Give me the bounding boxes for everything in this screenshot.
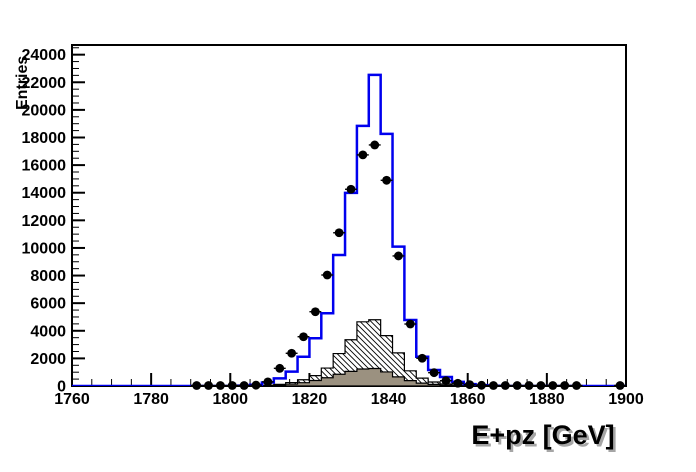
data-point-marker <box>204 381 213 390</box>
data-point-marker <box>441 376 451 386</box>
y-axis-title: Entries <box>14 56 31 110</box>
data-point-marker <box>405 319 415 329</box>
x-tick-label: 1780 <box>133 391 169 408</box>
y-tick-label: 20000 <box>22 102 67 119</box>
y-tick-label: 0 <box>57 379 66 396</box>
data-point-marker <box>500 381 510 390</box>
data-points <box>190 140 626 390</box>
data-point-marker <box>251 380 261 390</box>
y-tick-label: 24000 <box>22 47 67 64</box>
data-point-marker <box>310 307 320 317</box>
axes: 1760 1780 1800 1820 1840 1860 1880 1900 0 2000 400… <box>22 47 644 408</box>
data-point-marker <box>227 381 237 390</box>
x-tick-label: 1840 <box>371 391 407 408</box>
data-point-marker <box>346 184 356 194</box>
data-point-marker <box>382 175 391 185</box>
data-point-marker <box>453 378 463 388</box>
mc-total-step-histogram <box>72 73 626 386</box>
x-tick-label: 1860 <box>450 391 486 408</box>
data-point-marker <box>358 150 368 160</box>
data-point-marker <box>215 381 225 390</box>
data-point-marker <box>548 381 558 390</box>
data-point-marker <box>192 381 202 390</box>
data-point-marker <box>287 348 297 358</box>
data-point-marker <box>417 353 427 363</box>
y-tick-label: 6000 <box>30 296 66 313</box>
x-tick-label: 1760 <box>54 391 90 408</box>
data-point-marker <box>524 381 534 390</box>
y-tick-label: 2000 <box>30 351 66 368</box>
y-tick-label: 4000 <box>30 323 66 340</box>
data-point-marker <box>299 332 308 342</box>
data-point-marker <box>615 381 625 390</box>
data-point-marker <box>477 380 486 390</box>
data-point-marker <box>572 381 581 390</box>
data-point-marker <box>334 228 344 238</box>
gray-background-histogram <box>72 367 626 386</box>
data-point-marker <box>239 381 249 390</box>
data-point-marker <box>394 251 403 261</box>
x-tick-label: 1800 <box>212 391 248 408</box>
x-axis-title: E+pz [GeV] <box>471 420 614 450</box>
data-point-marker <box>512 381 522 390</box>
data-point-marker <box>263 377 273 387</box>
x-tick-label: 1820 <box>292 391 328 408</box>
y-tick-label: 8000 <box>30 268 66 285</box>
y-tick-label: 14000 <box>22 185 67 202</box>
y-tick-label: 12000 <box>22 213 67 230</box>
hatched-background-histogram <box>72 319 626 386</box>
data-point-marker <box>322 270 332 280</box>
y-tick-label: 18000 <box>22 130 67 147</box>
data-point-marker <box>536 381 546 390</box>
x-tick-label: 1900 <box>608 391 644 408</box>
y-tick-label: 22000 <box>22 75 67 92</box>
y-tick-label: 10000 <box>22 240 67 257</box>
data-point-marker <box>560 381 570 390</box>
data-point-marker <box>489 381 498 390</box>
y-tick-label: 16000 <box>22 158 67 175</box>
data-point-marker <box>465 380 475 390</box>
x-tick-label: 1880 <box>529 391 565 408</box>
data-point-marker <box>370 140 380 150</box>
data-point-marker <box>429 368 439 378</box>
data-point-marker <box>275 363 285 373</box>
x-axis-title-shadow: E+pz [GeV] <box>474 423 617 453</box>
